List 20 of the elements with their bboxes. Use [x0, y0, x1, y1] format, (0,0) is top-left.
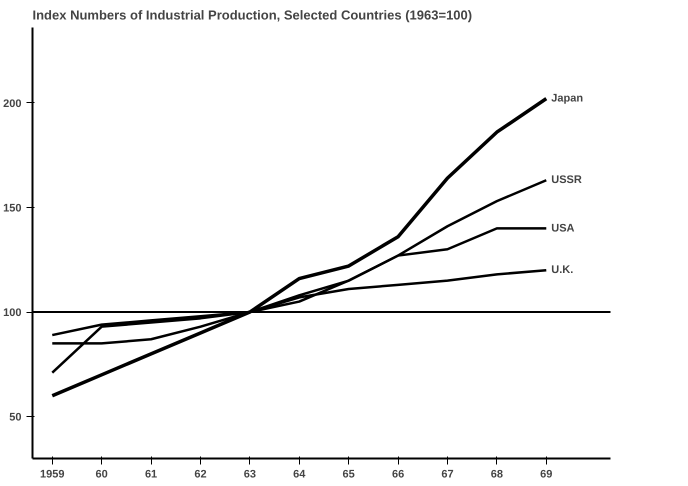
y-tick-label: 50: [9, 412, 22, 424]
series-label: U.K.: [551, 264, 574, 276]
series-label: USSR: [551, 174, 582, 186]
x-tick-label: 68: [490, 468, 504, 480]
series-label: Japan: [551, 92, 584, 105]
x-tick-label: 1959: [40, 468, 65, 480]
x-tick-label: 64: [293, 468, 306, 480]
x-tick-label: 62: [194, 468, 207, 480]
x-tick-label: 67: [441, 468, 454, 480]
x-tick-label: 66: [392, 468, 404, 480]
series-label: USA: [551, 222, 575, 234]
x-tick-label: 60: [96, 468, 108, 480]
chart-title: Index Numbers of Industrial Production, Selected Countries (1963=100): [32, 8, 472, 22]
y-tick-label: 100: [3, 307, 22, 320]
x-tick-label: 61: [144, 468, 158, 480]
x-tick-label: 63: [244, 468, 256, 480]
x-tick-label: 65: [342, 468, 355, 480]
y-tick-label: 200: [3, 98, 22, 110]
x-tick-label: 69: [540, 468, 552, 480]
y-tick-label: 150: [3, 202, 22, 214]
